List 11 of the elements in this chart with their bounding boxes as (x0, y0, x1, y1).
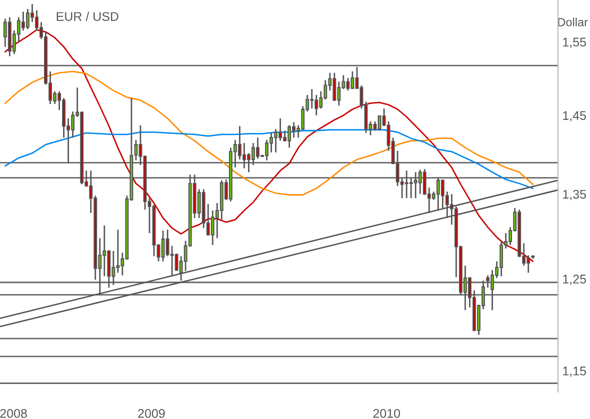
y-tick-label: 1,45 (563, 111, 586, 122)
line-series (4, 70, 534, 196)
x-tick-label: 2008 (0, 408, 27, 418)
x-tick-label: 2009 (138, 408, 165, 418)
x-tick-label: 2010 (373, 408, 400, 418)
y-tick-label: 1,55 (563, 38, 586, 48)
y-axis-title: Dollar (558, 18, 588, 26)
y-tick-label: 1,25 (563, 274, 586, 285)
y-tick-label: 1,35 (563, 190, 586, 200)
y-tick-label: 1,15 (563, 366, 586, 377)
text: EUR / USD (56, 12, 118, 21)
